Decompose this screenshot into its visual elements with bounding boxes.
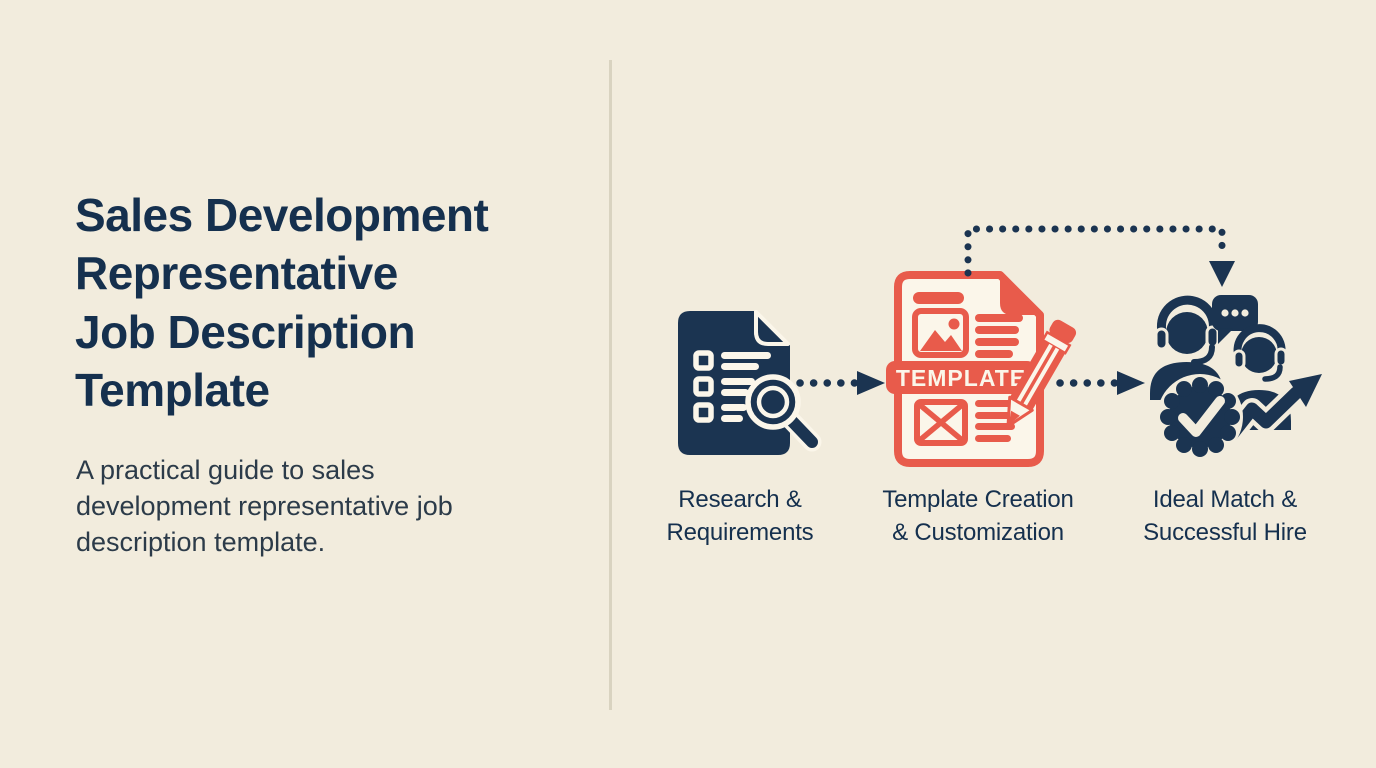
step-label-research: Research & Requirements <box>666 486 814 546</box>
subtitle-line: description template. <box>76 527 326 558</box>
vertical-divider <box>609 60 612 710</box>
template-banner-label: TEMPLATE <box>896 365 1026 391</box>
page-subtitle: A practical guide to sales development r… <box>76 452 556 561</box>
page-title: Sales Development Representative Job Des… <box>75 186 595 420</box>
step-label-hire: Ideal Match & Successful Hire <box>1143 486 1307 546</box>
x-box-glyph <box>914 399 968 446</box>
check-badge-icon <box>1157 374 1243 460</box>
subtitle-line: A practical guide to sales <box>76 455 375 485</box>
step-label-template: Template Creation & Customization <box>882 486 1074 546</box>
title-line: Representative <box>75 247 398 300</box>
dotted-arrow-right-icon <box>1056 371 1145 395</box>
pencil-glyph <box>1006 319 1077 428</box>
chat-bubble-icon <box>1212 295 1258 344</box>
template-banner <box>886 361 1036 394</box>
agents-badge-growth-icon <box>1150 295 1322 460</box>
dotted-arrow-right-icon <box>796 371 885 395</box>
template-document-pencil-icon: TEMPLATE <box>886 271 1077 467</box>
growth-arrow-icon <box>1219 374 1322 448</box>
title-line: Sales Development <box>75 189 489 241</box>
subtitle-line: development representative job <box>76 491 453 522</box>
dotted-elbow-arrow-down-icon <box>964 225 1235 287</box>
title-line: Template <box>75 364 270 417</box>
document-checklist-magnifier-icon <box>678 310 822 455</box>
magnifier-glyph <box>745 374 822 452</box>
title-line: Job Description <box>75 305 416 358</box>
